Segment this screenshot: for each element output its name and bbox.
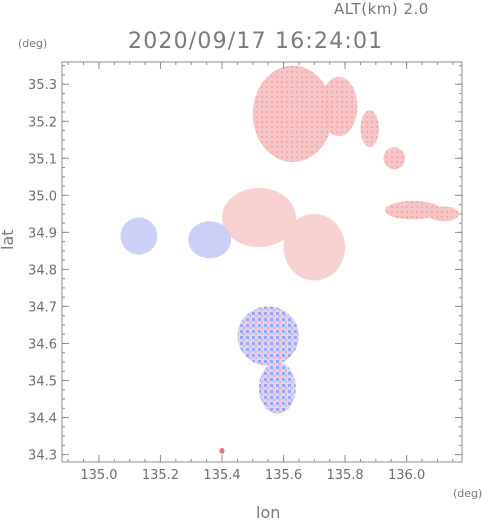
y-tick-label: 34.5: [28, 375, 57, 390]
y-axis-unit: (deg): [18, 37, 48, 50]
x-tick-label: 135.6: [265, 468, 302, 483]
x-tick-label: 136.0: [388, 468, 425, 483]
y-tick-label: 35.3: [28, 78, 57, 93]
receding-dot-south: [219, 447, 225, 454]
west-approaching-patch: [120, 217, 158, 255]
x-axis-label: lon: [256, 503, 281, 522]
x-axis-unit: (deg): [453, 487, 483, 500]
y-tick-label: 35.0: [28, 189, 57, 204]
north-receding-cluster: [252, 65, 333, 162]
mixed-south-cluster-tail: [258, 362, 296, 414]
y-tick-label: 35.1: [28, 152, 57, 167]
y-tick-label: 34.9: [28, 226, 57, 241]
central-receding-cluster: [221, 187, 296, 248]
timestamp-title: 2020/09/17 16:24:01: [128, 29, 384, 54]
receding-spot-ne: [383, 147, 406, 170]
y-tick-label: 34.8: [28, 263, 57, 278]
approaching-patch-center-w: [188, 221, 232, 259]
y-tick-label: 34.6: [28, 337, 57, 352]
echo-layer: [120, 65, 459, 454]
north-receding-cluster-ne: [320, 76, 358, 137]
x-tick-label: 135.0: [80, 468, 117, 483]
x-tick-label: 135.2: [142, 468, 179, 483]
plot-frame: [61, 61, 463, 463]
y-tick-label: 34.4: [28, 412, 57, 427]
y-tick-label: 34.7: [28, 300, 57, 315]
altitude-label: ALT(km) 2.0: [334, 0, 429, 18]
mixed-south-cluster: [237, 306, 299, 366]
central-receding-cluster-e: [283, 213, 346, 281]
receding-east-band: [385, 200, 441, 220]
axis-ticks: 135.0 135.2 135.4 135.6 135.8 136.0 34.3 34.4 34…: [28, 62, 462, 483]
y-tick-label: 34.3: [28, 449, 57, 464]
y-tick-label: 35.2: [28, 115, 57, 130]
north-receding-lobe-e: [360, 110, 379, 148]
x-tick-label: 135.4: [203, 468, 240, 483]
receding-east-band-2: [428, 206, 459, 222]
x-tick-label: 135.8: [326, 468, 363, 483]
